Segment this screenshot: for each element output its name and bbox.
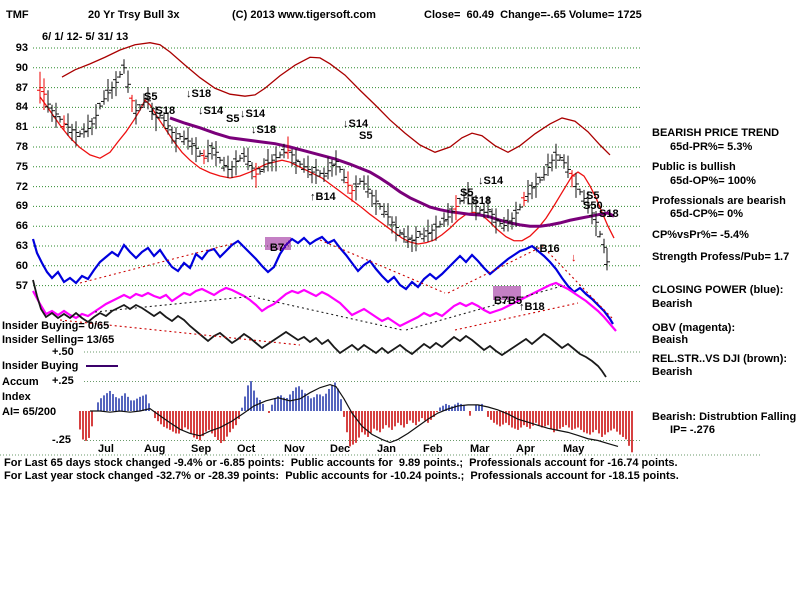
chart-title: 20 Yr Trsy Bull 3x [88,9,180,21]
insider-buying-stat: Insider Buying= 0/65 [2,320,110,332]
ai-ratio-label: AI= 65/200 [2,406,57,418]
accum-level-minus25: -.25 [52,434,71,446]
ticker-symbol: TMF [6,9,29,21]
insider-selling-stat: Insider Selling= 13/65 [2,334,115,346]
footer-line-1: For Last 65 days stock changed -9.4% or … [4,457,678,469]
accum-legend-label: Insider Buying [2,360,79,372]
accum-level-plus50: +.50 [52,346,74,358]
quote-line: Close= 60.49 Change=-.65 Volume= 1725 [424,9,642,21]
accum-level-plus25: +.25 [52,375,74,387]
accum-label: Accum [2,376,39,388]
copyright-text: (C) 2013 www.tigersoft.com [232,9,376,21]
footer-line-2: For Last year stock changed -32.7% or -2… [4,470,679,482]
index-label: Index [2,391,31,403]
date-range: 6/ 1/ 12- 5/ 31/ 13 [42,31,129,43]
